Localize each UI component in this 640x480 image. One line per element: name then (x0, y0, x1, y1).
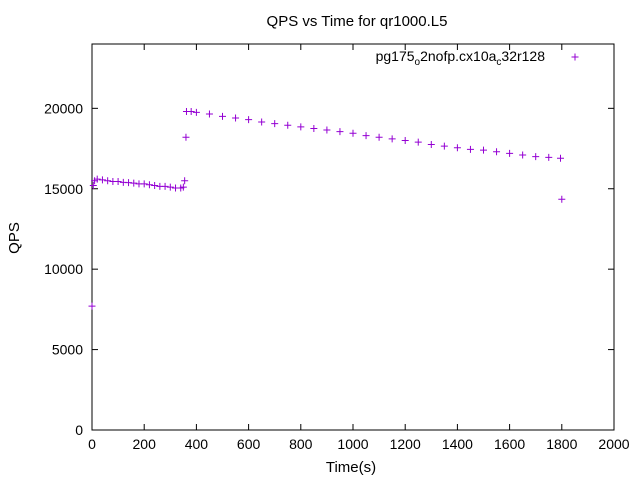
data-point (93, 175, 101, 183)
data-point (89, 182, 97, 190)
data-point (532, 153, 540, 161)
x-tick-label: 600 (237, 436, 261, 452)
data-point (297, 123, 305, 131)
data-point (161, 182, 169, 190)
x-tick-label: 200 (133, 436, 157, 452)
y-tick-label: 15000 (44, 181, 83, 197)
data-point (284, 121, 292, 129)
x-tick-label: 0 (88, 436, 96, 452)
chart-title: QPS vs Time for qr1000.L5 (267, 13, 448, 30)
data-point (362, 132, 370, 140)
data-point (245, 116, 253, 124)
legend: pg175o2nofp.cx10ac32r128 (376, 48, 579, 68)
data-point (336, 128, 344, 136)
legend-marker-symbol (571, 53, 579, 61)
data-point (427, 141, 435, 149)
data-point (388, 135, 396, 143)
data-point (130, 179, 138, 187)
data-point (375, 133, 383, 141)
data-point (558, 195, 566, 203)
data-point (401, 137, 409, 144)
data-point (506, 149, 514, 157)
legend-label-sub2: c (496, 57, 501, 68)
legend-label-sub1: o (415, 57, 421, 68)
data-point (219, 112, 226, 120)
data-point (545, 153, 553, 161)
y-tick-label: 10000 (44, 261, 83, 277)
legend-label-mid: 2nofp.cx10a (420, 48, 496, 64)
data-point (519, 151, 527, 159)
data-point (493, 148, 501, 156)
y-tick-label: 0 (75, 422, 83, 438)
data-point (323, 126, 331, 134)
x-tick-label: 400 (185, 436, 209, 452)
y-tick-label: 5000 (52, 342, 83, 358)
data-point (466, 145, 474, 153)
data-point (271, 120, 279, 128)
y-axis-label: QPS (6, 222, 23, 254)
legend-label-main: pg175 (376, 48, 415, 64)
data-point (114, 178, 122, 186)
y-tick-label: 20000 (44, 100, 83, 116)
x-tick-label: 1000 (337, 436, 368, 452)
legend-label-tail: 32r128 (501, 48, 545, 64)
x-tick-label: 1400 (442, 436, 473, 452)
data-point (140, 180, 148, 188)
data-point (414, 138, 422, 146)
data-point (151, 182, 159, 190)
data-point (480, 146, 487, 154)
data-point (440, 142, 448, 150)
data-point (187, 108, 195, 116)
x-tick-label: 1600 (494, 436, 525, 452)
data-points (88, 108, 566, 310)
x-axis-label: Time(s) (326, 459, 376, 476)
data-point (310, 124, 318, 132)
axes: 0 200 400 600 800 1000 1200 1400 1600 1800 2000050… (44, 43, 630, 452)
data-point (145, 181, 153, 189)
data-point (205, 110, 213, 118)
data-point (232, 114, 240, 122)
legend-marker (571, 53, 579, 61)
data-point (349, 129, 357, 137)
data-point (104, 177, 112, 185)
data-point (181, 177, 189, 185)
x-tick-label: 800 (289, 436, 313, 452)
x-tick-label: 2000 (598, 436, 629, 452)
data-point (258, 118, 266, 126)
data-point (182, 133, 190, 141)
data-point (98, 176, 106, 184)
plot-border (91, 43, 615, 431)
data-point (192, 108, 200, 116)
data-point (179, 183, 187, 191)
x-tick-label: 1200 (390, 436, 421, 452)
data-point (166, 183, 174, 191)
data-point (556, 154, 564, 162)
legend-label: pg175o2nofp.cx10ac32r128 (376, 48, 546, 68)
data-point (453, 144, 461, 152)
x-tick-label: 1800 (546, 436, 577, 452)
data-point (88, 302, 96, 310)
